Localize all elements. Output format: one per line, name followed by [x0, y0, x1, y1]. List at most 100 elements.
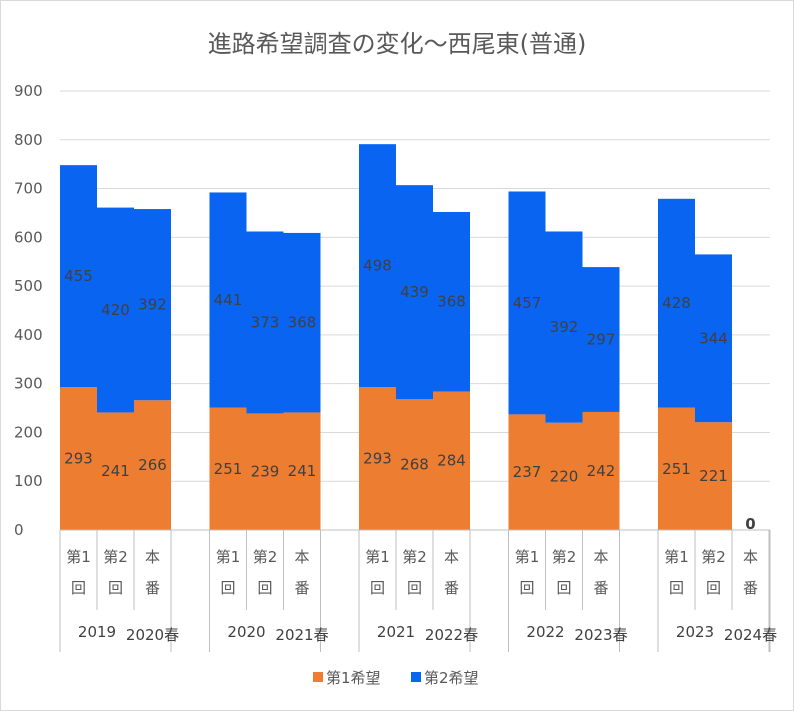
x-tick-label: 第1: [216, 548, 241, 566]
x-tick-label: 第1: [664, 548, 689, 566]
legend-swatch: [411, 672, 421, 682]
legend-swatch: [313, 672, 323, 682]
group-label-exam: 2024春: [724, 626, 777, 644]
bar-second-choice: [658, 198, 695, 408]
bars: [60, 144, 732, 530]
bar-first-choice: [545, 422, 583, 530]
data-label-first-choice: 251: [662, 460, 691, 478]
y-tick-label: 500: [14, 277, 43, 295]
y-tick-label: 800: [14, 131, 43, 149]
bar-second-choice: [209, 192, 247, 408]
data-label-first-choice: 293: [363, 450, 392, 468]
bar-second-choice: [246, 231, 284, 414]
x-tick-label: 回: [556, 579, 571, 597]
x-tick-label: 番: [145, 579, 160, 597]
legend: 第1希望 第2希望: [313, 669, 479, 687]
bar-second-choice: [283, 232, 321, 413]
x-tick-label: 第1: [365, 548, 390, 566]
data-label-first-choice: 239: [251, 463, 280, 481]
group-label-survey-year: 2023: [676, 623, 714, 641]
x-tick-label: 番: [294, 579, 309, 597]
y-tick-label: 0: [14, 521, 24, 539]
data-label-first-choice: 241: [101, 462, 130, 480]
x-tick-label: 第1: [66, 548, 91, 566]
x-tick-label: 第1: [515, 548, 540, 566]
bar-first-choice: [246, 413, 284, 530]
data-label-second-choice: 344: [699, 329, 728, 347]
y-tick-label: 300: [14, 375, 43, 393]
data-label-first-choice: 241: [288, 462, 317, 480]
bar-second-choice: [545, 231, 583, 423]
bar-second-choice: [582, 267, 620, 412]
data-label-first-choice: 268: [400, 456, 429, 474]
bar-second-choice: [396, 185, 433, 400]
data-label-second-choice: 428: [662, 294, 691, 312]
data-label-first-choice: 266: [138, 456, 167, 474]
data-label-second-choice: 455: [64, 267, 93, 285]
group-label-exam: 2020春: [126, 626, 179, 644]
group-label-survey-year: 2022: [526, 623, 564, 641]
group-label-survey-year: 2019: [78, 623, 116, 641]
x-tick-label: 本: [743, 548, 758, 566]
data-label-second-choice: 457: [513, 294, 542, 312]
bar-first-choice: [134, 400, 171, 530]
bar-first-choice: [97, 412, 134, 530]
data-label-zero: 0: [745, 515, 755, 533]
data-label-second-choice: 439: [400, 283, 429, 301]
legend-label: 第2希望: [424, 669, 479, 687]
chart-title: 進路希望調査の変化～西尾東(普通): [208, 30, 587, 58]
data-label-second-choice: 392: [138, 296, 167, 314]
x-axis: 第1回第2回本番第1回第2回本番第1回第2回本番第1回第2回本番第1回第2回本番…: [59, 529, 777, 652]
x-tick-label: 第2: [402, 548, 427, 566]
bar-first-choice: [582, 411, 620, 530]
x-tick-label: 第2: [701, 548, 726, 566]
bar-second-choice: [359, 144, 396, 388]
bar-second-choice: [508, 191, 546, 415]
data-label-second-choice: 297: [587, 331, 616, 349]
group-label-survey-year: 2021: [377, 623, 415, 641]
data-label-second-choice: 392: [550, 318, 579, 336]
bar-first-choice: [508, 414, 546, 530]
x-tick-label: 本: [444, 548, 459, 566]
x-tick-label: 回: [407, 579, 422, 597]
y-tick-label: 700: [14, 180, 43, 198]
group-label-exam: 2023春: [574, 626, 627, 644]
bar-first-choice: [60, 387, 97, 530]
bar-first-choice: [209, 407, 247, 530]
x-tick-label: 回: [257, 579, 272, 597]
x-tick-label: 番: [444, 579, 459, 597]
x-tick-label: 本: [294, 548, 309, 566]
y-tick-label: 900: [14, 82, 43, 100]
data-label-second-choice: 373: [251, 313, 280, 331]
data-label-second-choice: 441: [214, 291, 243, 309]
bar-first-choice: [658, 407, 695, 530]
bar-second-choice: [60, 165, 97, 388]
bar-first-choice: [433, 391, 470, 530]
x-tick-label: 回: [220, 579, 235, 597]
data-label-first-choice: 221: [699, 467, 728, 485]
x-tick-label: 回: [370, 579, 385, 597]
x-tick-label: 回: [669, 579, 684, 597]
data-label-first-choice: 242: [587, 462, 616, 480]
group-label-exam: 2022春: [425, 626, 478, 644]
group-label-survey-year: 2020: [227, 623, 265, 641]
data-label-second-choice: 498: [363, 257, 392, 275]
y-tick-label: 600: [14, 228, 43, 246]
y-tick-label: 100: [14, 472, 43, 490]
x-tick-label: 第2: [253, 548, 278, 566]
bar-second-choice: [695, 254, 732, 423]
group-label-exam: 2021春: [275, 626, 328, 644]
y-tick-label: 400: [14, 326, 43, 344]
x-tick-label: 番: [593, 579, 608, 597]
x-tick-label: 本: [145, 548, 160, 566]
bar-second-choice: [97, 207, 134, 413]
legend-label: 第1希望: [326, 669, 381, 687]
bar-second-choice: [134, 209, 171, 401]
data-label-first-choice: 251: [214, 460, 243, 478]
y-axis-tick-labels: 0 100 200 300 400 500 600 700 800 900: [14, 82, 43, 539]
data-label-first-choice: 220: [550, 467, 579, 485]
bar-first-choice: [359, 387, 396, 530]
bar-first-choice: [396, 399, 433, 530]
x-tick-label: 本: [593, 548, 608, 566]
